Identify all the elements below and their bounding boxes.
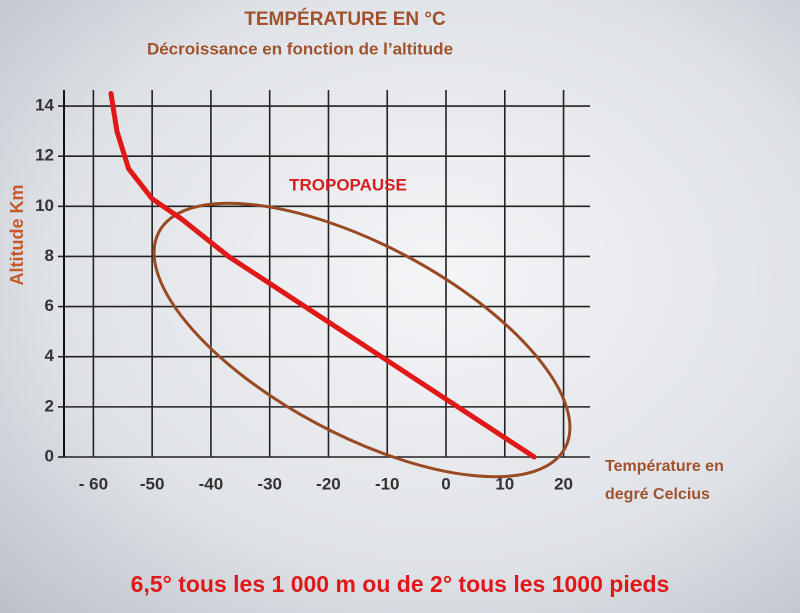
y-tick-label: 8 (45, 246, 54, 265)
chart-title: TEMPÉRATURE EN °C (244, 8, 446, 30)
y-tick-label: 14 (35, 96, 54, 115)
x-tick-label: 20 (554, 474, 573, 493)
x-axis-label: degré Celcius (605, 486, 710, 503)
y-tick-label: 12 (35, 146, 54, 165)
y-axis-label: Altitude Km (7, 185, 27, 286)
x-tick-label: -40 (199, 474, 224, 493)
x-tick-label: -10 (375, 474, 400, 493)
x-tick-label: -20 (316, 474, 341, 493)
x-tick-label: - 60 (79, 474, 108, 493)
annotation: TROPOPAUSE (289, 175, 407, 194)
x-axis-label: Température en (605, 458, 724, 475)
x-tick-label: 10 (495, 474, 514, 493)
y-tick-label: 6 (45, 296, 54, 315)
chart-subtitle: Décroissance en fonction de l’altitude (147, 39, 453, 58)
x-tick-label: -30 (257, 474, 282, 493)
x-tick-label: -50 (140, 474, 165, 493)
y-tick-label: 10 (35, 196, 54, 215)
y-tick-label: 4 (45, 346, 55, 365)
y-tick-label: 0 (45, 446, 54, 465)
x-tick-label: 0 (441, 474, 450, 493)
caption: 6,5° tous les 1 000 m ou de 2° tous les … (131, 571, 670, 597)
tropopause-ellipse (152, 201, 572, 479)
y-tick-label: 2 (45, 396, 54, 415)
data-line (108, 91, 537, 460)
